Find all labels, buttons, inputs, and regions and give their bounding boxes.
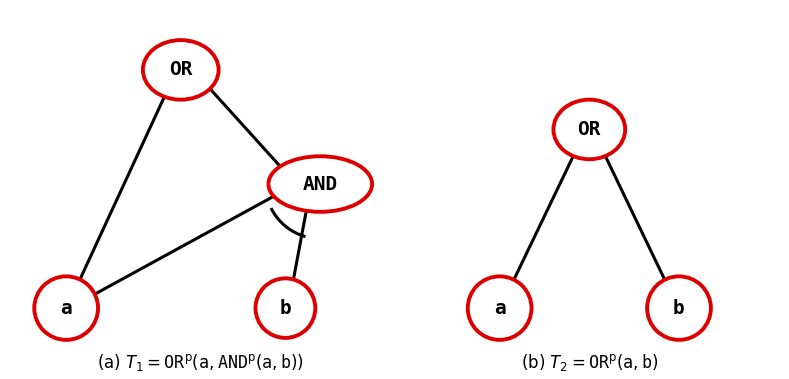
Text: OR: OR bbox=[169, 60, 193, 79]
Text: (a) $T_1 = \mathtt{OR}^\mathrm{p}(\mathtt{a}, \mathtt{AND}^\mathrm{p}(\mathtt{a}: (a) $T_1 = \mathtt{OR}^\mathrm{p}(\matht… bbox=[97, 352, 304, 373]
Text: (b) $T_2 = \mathtt{OR}^\mathrm{p}(\mathtt{a}, \mathtt{b})$: (b) $T_2 = \mathtt{OR}^\mathrm{p}(\matht… bbox=[521, 352, 658, 373]
Text: OR: OR bbox=[578, 120, 601, 139]
Text: a: a bbox=[494, 299, 506, 318]
Text: AND: AND bbox=[303, 175, 338, 194]
Ellipse shape bbox=[647, 276, 711, 340]
Ellipse shape bbox=[468, 276, 532, 340]
Ellipse shape bbox=[256, 278, 316, 338]
Ellipse shape bbox=[268, 156, 372, 212]
Ellipse shape bbox=[553, 100, 625, 159]
Text: b: b bbox=[673, 299, 685, 318]
Text: a: a bbox=[60, 299, 72, 318]
Ellipse shape bbox=[34, 276, 98, 340]
Text: b: b bbox=[279, 299, 291, 318]
Ellipse shape bbox=[143, 40, 219, 100]
